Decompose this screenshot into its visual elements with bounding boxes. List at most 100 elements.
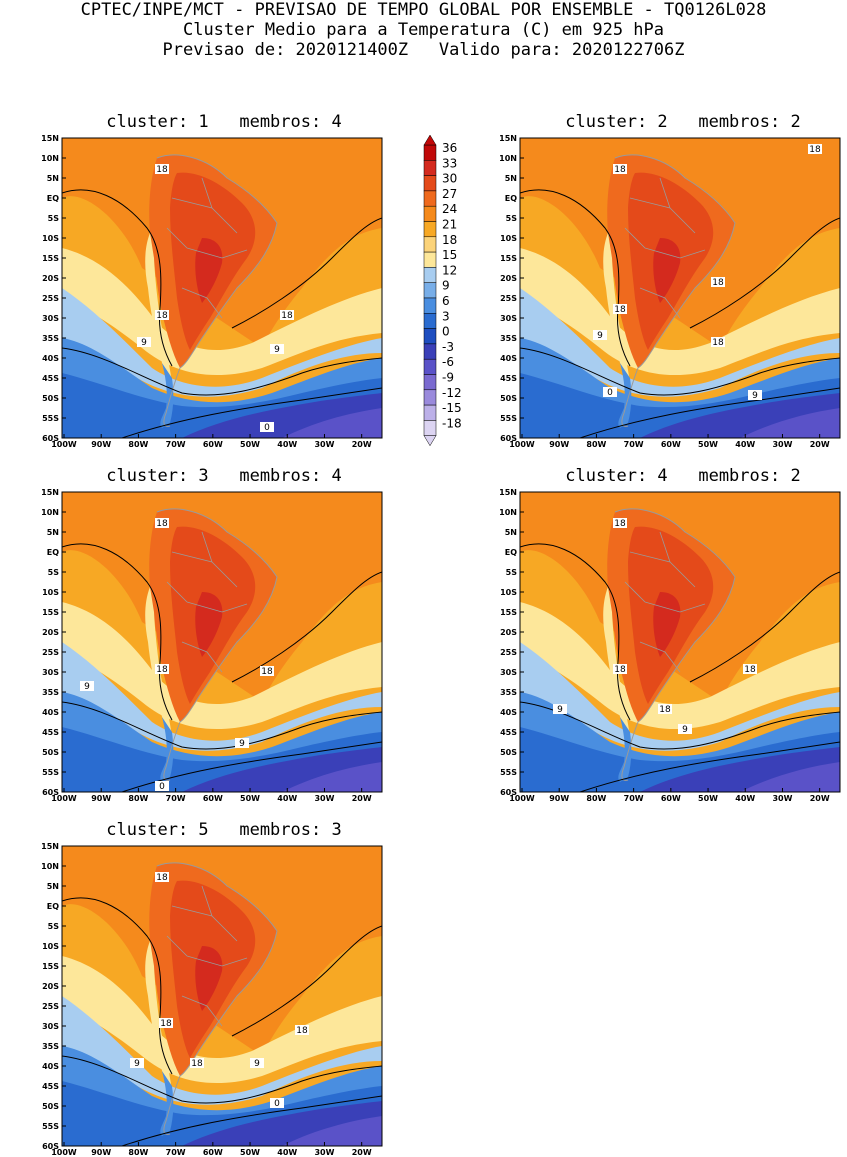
lon-tick-label: 40W bbox=[735, 794, 755, 803]
contour-label: 9 bbox=[239, 739, 245, 749]
lat-tick-label: 55S bbox=[500, 414, 517, 423]
lon-tick-label: 20W bbox=[352, 1148, 372, 1157]
lat-tick-label: 45S bbox=[42, 1082, 59, 1091]
map-frame bbox=[519, 137, 841, 439]
colorbar-label: -9 bbox=[442, 371, 454, 385]
contour-label-bg bbox=[155, 164, 169, 174]
contour-label-bg bbox=[155, 872, 169, 882]
lat-tick-label: 55S bbox=[42, 414, 59, 423]
contour-label-bg bbox=[748, 390, 762, 400]
lon-tick-label: 100W bbox=[509, 794, 535, 803]
lat-tick-label: 10S bbox=[42, 588, 59, 597]
lat-tick-label: 30S bbox=[500, 314, 517, 323]
lat-tick-label: 15N bbox=[499, 134, 517, 143]
lon-tick-label: 70W bbox=[166, 1148, 186, 1157]
lat-tick-label: 35S bbox=[500, 688, 517, 697]
lon-tick-label: 90W bbox=[91, 1148, 111, 1157]
lon-tick-label: 100W bbox=[509, 440, 535, 449]
contour-label: 18 bbox=[156, 165, 168, 175]
colorbar-swatch bbox=[423, 251, 437, 268]
lat-tick-label: 25S bbox=[42, 294, 59, 303]
lat-tick-label: 5S bbox=[48, 214, 60, 223]
contour-label: 9 bbox=[752, 391, 758, 401]
lat-tick-label: EQ bbox=[47, 194, 59, 203]
contour-label: 9 bbox=[274, 345, 280, 355]
lon-tick-label: 50W bbox=[240, 1148, 260, 1157]
contour-label-bg bbox=[159, 1018, 173, 1028]
lat-tick-label: 5N bbox=[505, 528, 517, 537]
contour-label-bg bbox=[603, 387, 617, 397]
colorbar-top-arrow bbox=[423, 134, 437, 146]
lon-tick-label: 30W bbox=[772, 794, 792, 803]
lon-tick-label: 90W bbox=[91, 440, 111, 449]
contour-label-bg bbox=[711, 277, 725, 287]
lat-tick-label: 60S bbox=[42, 1142, 59, 1151]
map-panel-4: 15N 10N 5N EQ 5S 10S 15S 20S 25S 30S 35S 40S 45S 50S 5… bbox=[499, 488, 841, 803]
colorbar-swatch bbox=[423, 389, 437, 406]
lat-tick-label: 5N bbox=[47, 174, 59, 183]
colorbar-label: 21 bbox=[442, 218, 457, 232]
contour-label-bg bbox=[613, 304, 627, 314]
lon-tick-label: 70W bbox=[166, 440, 186, 449]
lon-tick-label: 40W bbox=[277, 794, 297, 803]
lon-tick-label: 40W bbox=[277, 1148, 297, 1157]
lat-tick-label: 50S bbox=[500, 394, 517, 403]
lon-tick-label: 80W bbox=[128, 794, 148, 803]
lon-tick-label: 80W bbox=[586, 794, 606, 803]
contour-label: 18 bbox=[712, 278, 724, 288]
lat-tick-label: 55S bbox=[42, 1122, 59, 1131]
lat-tick-label: 15N bbox=[41, 488, 59, 497]
contour-label: 0 bbox=[159, 782, 165, 792]
lat-tick-label: EQ bbox=[47, 902, 59, 911]
panel-1-title: cluster: 1 membros: 4 bbox=[106, 112, 342, 132]
lat-tick-label: 5S bbox=[48, 568, 60, 577]
colorbar-label: 24 bbox=[442, 202, 457, 216]
lat-tick-label: 15S bbox=[500, 254, 517, 263]
contour-label-bg bbox=[250, 1058, 264, 1068]
lon-tick-label: 40W bbox=[735, 440, 755, 449]
lat-tick-label: 50S bbox=[42, 394, 59, 403]
colorbar-label: 18 bbox=[442, 233, 457, 247]
lat-tick-label: 40S bbox=[42, 354, 59, 363]
lat-tick-label: 10N bbox=[499, 154, 517, 163]
temperature-field bbox=[520, 138, 840, 438]
colorbar-label: 3 bbox=[442, 309, 450, 323]
lon-tick-label: 70W bbox=[624, 440, 644, 449]
contour-label: 18 bbox=[296, 1026, 308, 1036]
map-panel-1: 15N 10N 5N EQ 5S 10S 15S 20S 25S 30S 35S 40S 45S 50S 5… bbox=[41, 134, 383, 449]
contour-label-bg bbox=[260, 666, 274, 676]
colorbar-label: 15 bbox=[442, 248, 457, 262]
contour-label: 9 bbox=[141, 338, 147, 348]
contour-label-bg bbox=[553, 704, 567, 714]
lat-tick-label: 35S bbox=[42, 334, 59, 343]
panel-5-title: cluster: 5 membros: 3 bbox=[106, 820, 342, 840]
lon-tick-label: 100W bbox=[51, 440, 77, 449]
lon-tick-label: 20W bbox=[352, 440, 372, 449]
colorbar-label: 9 bbox=[442, 279, 450, 293]
colorbar-swatch bbox=[423, 190, 437, 207]
contour-label: 18 bbox=[614, 165, 626, 175]
lon-tick-label: 30W bbox=[314, 794, 334, 803]
lat-tick-label: 35S bbox=[500, 334, 517, 343]
colorbar-swatch bbox=[423, 420, 437, 436]
colorbar-swatch bbox=[423, 282, 437, 299]
colorbar-swatch bbox=[423, 221, 437, 238]
colorbar-swatch bbox=[423, 160, 437, 176]
lon-tick-label: 50W bbox=[240, 794, 260, 803]
contour-label-bg bbox=[678, 724, 692, 734]
lon-tick-label: 90W bbox=[91, 794, 111, 803]
colorbar-label: -15 bbox=[442, 401, 462, 415]
contour-label-bg bbox=[270, 1098, 284, 1108]
lat-tick-label: 30S bbox=[42, 668, 59, 677]
lat-tick-label: 55S bbox=[500, 768, 517, 777]
colorbar-label: -6 bbox=[442, 355, 454, 369]
lat-tick-label: 30S bbox=[42, 1022, 59, 1031]
lat-tick-label: 10S bbox=[500, 234, 517, 243]
contour-label-bg bbox=[658, 704, 672, 714]
contour-label: 9 bbox=[254, 1059, 260, 1069]
lon-tick-label: 20W bbox=[352, 794, 372, 803]
colorbar-swatch bbox=[423, 328, 437, 345]
map-frame bbox=[519, 491, 841, 793]
contour-label: 0 bbox=[274, 1099, 280, 1109]
